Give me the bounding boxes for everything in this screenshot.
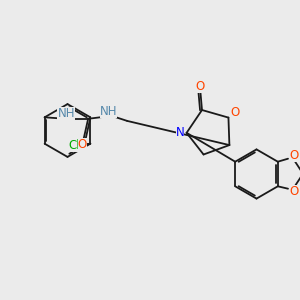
Text: O: O [230,106,240,119]
Text: NH: NH [100,105,117,118]
Text: Cl: Cl [68,139,80,152]
Text: N: N [176,126,184,139]
Text: O: O [77,137,87,151]
Text: NH: NH [58,107,75,120]
Text: O: O [290,149,298,162]
Text: O: O [196,80,205,92]
Text: O: O [290,185,298,198]
